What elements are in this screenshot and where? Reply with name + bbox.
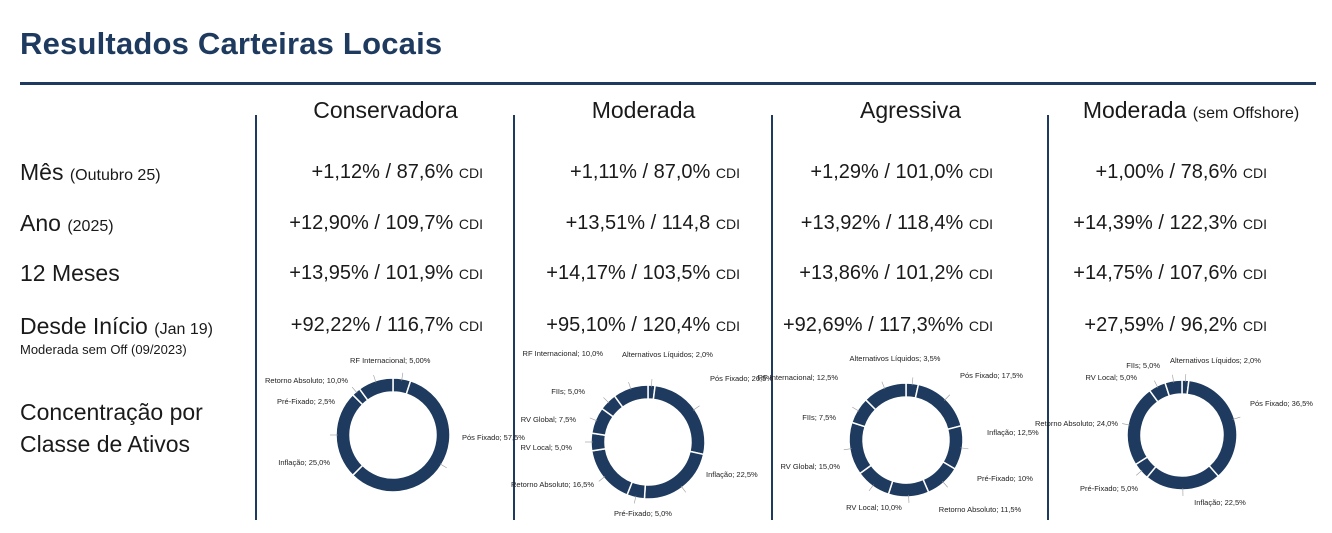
donut-slice-label: Pré-Fixado; 5,0% (1080, 484, 1138, 493)
page-title: Resultados Carteiras Locais (20, 26, 443, 61)
label-leader-line (843, 448, 852, 451)
value-cell: +1,11% / 87,0% CDI (570, 161, 740, 183)
donut-slice-label: Pré-Fixado; 2,5% (277, 397, 335, 406)
label-leader-line (633, 495, 637, 504)
label-leader-line (680, 485, 687, 493)
column-divider (1047, 115, 1049, 520)
donut-slice-label: Retorno Absoluto; 11,5% (939, 505, 1022, 514)
concentration-label: Concentração por Classe de Ativos (20, 399, 203, 457)
value-cell: +12,90% / 109,7% CDI (289, 212, 483, 234)
value-cell: +1,00% / 78,6% CDI (1095, 161, 1267, 183)
label-leader-line (868, 484, 874, 492)
donut-slice-label: Pós Fixado; 57,5% (462, 433, 525, 442)
donut-slice-label: Alternativos Líquidos; 3,5% (850, 354, 941, 363)
footnote: Moderada sem Off (09/2023) (20, 342, 187, 357)
donut-slice-label: Inflação; 22,5% (706, 470, 758, 479)
label-leader-line (603, 397, 610, 404)
label-leader-line (852, 406, 860, 412)
value-cell: +92,22% / 116,7% CDI (290, 314, 483, 336)
label-leader-line (944, 394, 951, 401)
label-leader-line (960, 447, 969, 450)
donut-slice-label: Inflação; 12,5% (987, 428, 1039, 437)
column-header-moderada: Moderada (591, 97, 696, 123)
value-cell: +1,12% / 87,6% CDI (311, 161, 483, 183)
donut-slice-label: Retorno Absoluto; 24,0% (1035, 419, 1118, 428)
title-divider (20, 82, 1316, 85)
label-leader-line (1136, 469, 1143, 476)
donut-slice (1186, 379, 1238, 478)
label-leader-line (1172, 374, 1175, 383)
donut-slice (358, 377, 394, 402)
row-label-ano: Ano (2025) (20, 210, 114, 236)
column-header-agressiva: Agressiva (860, 97, 961, 123)
donut-slice-label: RF Internacional; 12,5% (758, 373, 839, 382)
value-cell: +13,86% / 101,2% CDI (799, 262, 993, 284)
donut-slice-label: RV Local; 10,0% (846, 503, 902, 512)
donut-slice (1126, 389, 1159, 466)
donut-slice (1164, 379, 1183, 397)
donut-slice-label: RV Global; 7,5% (521, 415, 577, 424)
donut-slice-label: Retorno Absoluto; 10,0% (265, 376, 348, 385)
label-leader-line (911, 377, 914, 386)
label-leader-line (1232, 416, 1241, 420)
donut-slice-label: Pré-Fixado; 5,0% (614, 509, 672, 518)
value-cell: +14,17% / 103,5% CDI (546, 262, 740, 284)
label-leader-line (628, 381, 632, 390)
value-cell: +27,59% / 96,2% CDI (1084, 314, 1267, 336)
label-leader-line (589, 417, 598, 422)
value-cell: +13,95% / 101,9% CDI (289, 262, 483, 284)
donut-slice-label: Pré-Fixado; 10% (977, 474, 1033, 483)
column-divider (513, 115, 515, 520)
donut-slice (1145, 464, 1220, 491)
donut-slice-label: RV Local; 5,0% (1085, 373, 1137, 382)
label-leader-line (942, 481, 948, 488)
value-cell: +13,92% / 118,4% CDI (800, 212, 993, 234)
label-leader-line (373, 374, 377, 383)
label-leader-line (881, 381, 886, 390)
label-leader-line (598, 476, 606, 482)
column-header-conservadora: Conservadora (313, 97, 458, 123)
label-leader-line (651, 379, 653, 388)
donut-slice-label: FIIs; 5,0% (1126, 361, 1160, 370)
value-cell: +1,29% / 101,0% CDI (810, 161, 993, 183)
column-divider (255, 115, 257, 520)
row-label-mes: Mês (Outubro 25) (20, 159, 161, 185)
label-leader-line (439, 463, 447, 469)
donut-slice (613, 384, 649, 409)
donut-slice-label: Pós Fixado; 17,5% (960, 371, 1023, 380)
donut-slice-label: RF Internacional; 5,00% (350, 356, 431, 365)
label-leader-line (1185, 374, 1187, 383)
donut-slice (864, 382, 907, 411)
label-leader-line (692, 405, 700, 411)
row-label-desde-inicio: Desde Início (Jan 19) (20, 313, 213, 339)
value-cell: +13,51% / 114,8 CDI (565, 212, 740, 234)
column-header-moderada-sem-offshore: Moderada (sem Offshore) (1082, 97, 1300, 123)
donut-slice-label: Pós Fixado; 26,5% (710, 374, 773, 383)
donut-slice-label: RF Internacional; 10,0% (523, 349, 604, 358)
donut-slice-label: Retorno Absoluto; 16,5% (511, 480, 594, 489)
donut-slice-label: Inflação; 25,0% (278, 458, 330, 467)
value-cell: +92,69% / 117,3%% CDI (783, 314, 993, 336)
donut-slice-label: FIIs; 7,5% (802, 413, 836, 422)
value-cell: +14,39% / 122,3% CDI (1073, 212, 1267, 234)
donut-slice-label: RV Local; 5,0% (520, 443, 572, 452)
donut-slice-label: Inflação; 22,5% (1194, 498, 1246, 507)
label-leader-line (1154, 380, 1159, 388)
label-leader-line (401, 372, 404, 381)
donut-slice-label: Alternativos Líquidos; 2,0% (622, 350, 713, 359)
value-cell: +14,75% / 107,6% CDI (1073, 262, 1267, 284)
label-leader-line (351, 386, 358, 394)
donut-slice-label: RV Global; 15,0% (781, 462, 841, 471)
label-leader-line (1122, 423, 1130, 426)
donut-slice-label: FIIs; 5,0% (551, 387, 585, 396)
value-cell: +95,10% / 120,4% CDI (546, 314, 740, 336)
donut-slice-label: Alternativos Líquidos; 2,0% (1170, 356, 1261, 365)
column-divider (771, 115, 773, 520)
donut-slice-label: Pós Fixado; 36,5% (1250, 399, 1313, 408)
row-label-12-meses: 12 Meses (20, 260, 120, 286)
